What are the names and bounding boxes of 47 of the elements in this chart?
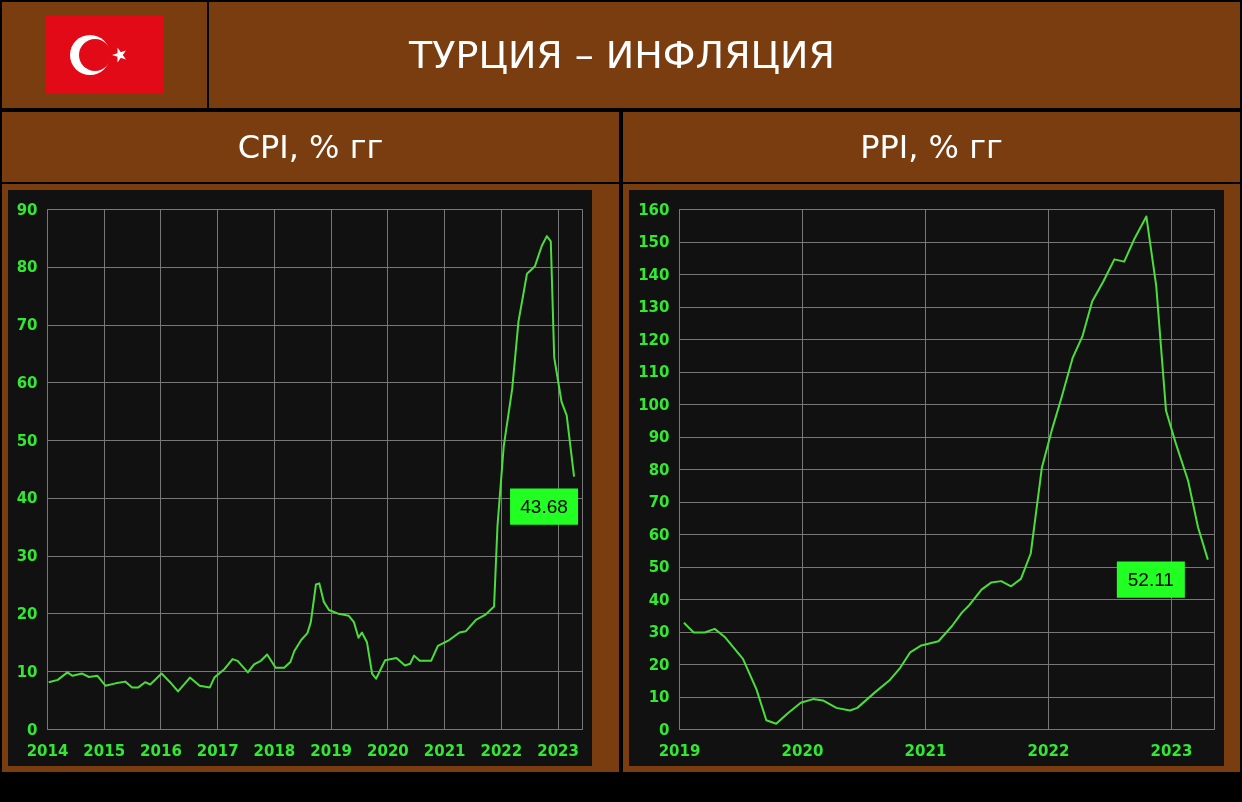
x-tick-label: 2021 <box>423 741 466 760</box>
y-tick-label: 10 <box>648 688 670 706</box>
y-tick-label: 0 <box>659 720 670 739</box>
y-tick-label: 130 <box>638 298 670 316</box>
y-tick-label: 40 <box>648 590 670 609</box>
y-tick-label: 110 <box>638 363 670 381</box>
y-tick-label: 50 <box>648 558 670 576</box>
y-tick-label: 80 <box>648 460 670 479</box>
x-tick-label: 2015 <box>83 741 126 760</box>
y-tick-label: 0 <box>27 720 38 739</box>
annotation: 43.68 <box>520 495 568 517</box>
chart-title: CPI, % гг <box>2 112 619 184</box>
y-tick-label: 20 <box>16 604 38 623</box>
y-tick-label: 10 <box>16 662 38 681</box>
y-tick-label: 60 <box>648 525 670 544</box>
y-tick-label: 40 <box>16 489 38 508</box>
y-tick-label: 80 <box>16 258 38 277</box>
y-tick-label: 100 <box>638 395 670 414</box>
chart-title: PPI, % гг <box>623 112 1240 184</box>
y-tick-label: 90 <box>16 200 38 219</box>
x-tick-label: 2019 <box>658 741 701 760</box>
x-tick-label: 2020 <box>781 741 824 760</box>
x-tick-label: 2021 <box>904 741 947 760</box>
y-tick-label: 50 <box>16 431 38 450</box>
x-tick-label: 2023 <box>1150 741 1193 760</box>
x-tick-label: 2023 <box>537 741 579 760</box>
y-tick-label: 30 <box>16 547 38 566</box>
y-tick-label: 160 <box>638 200 670 219</box>
y-tick-label: 150 <box>638 233 670 251</box>
x-tick-label: 2014 <box>26 741 69 760</box>
y-tick-label: 30 <box>648 623 670 641</box>
y-tick-label: 90 <box>648 428 670 446</box>
y-tick-label: 60 <box>16 373 38 392</box>
x-tick-label: 2020 <box>367 741 409 760</box>
y-tick-label: 140 <box>638 265 670 284</box>
x-tick-label: 2016 <box>140 741 182 760</box>
annotation: 52.11 <box>1127 568 1174 590</box>
x-tick-label: 2019 <box>310 741 353 760</box>
x-tick-label: 2022 <box>480 741 523 760</box>
y-tick-label: 120 <box>638 330 670 349</box>
x-tick-label: 2017 <box>196 741 239 760</box>
y-tick-label: 70 <box>648 493 670 511</box>
y-tick-label: 70 <box>16 316 38 335</box>
text: ТУРЦИЯ – ИНФЛЯЦИЯ <box>408 33 836 77</box>
x-tick-label: 2022 <box>1027 741 1070 760</box>
x-tick-label: 2018 <box>253 741 296 760</box>
y-tick-label: 20 <box>648 655 670 674</box>
